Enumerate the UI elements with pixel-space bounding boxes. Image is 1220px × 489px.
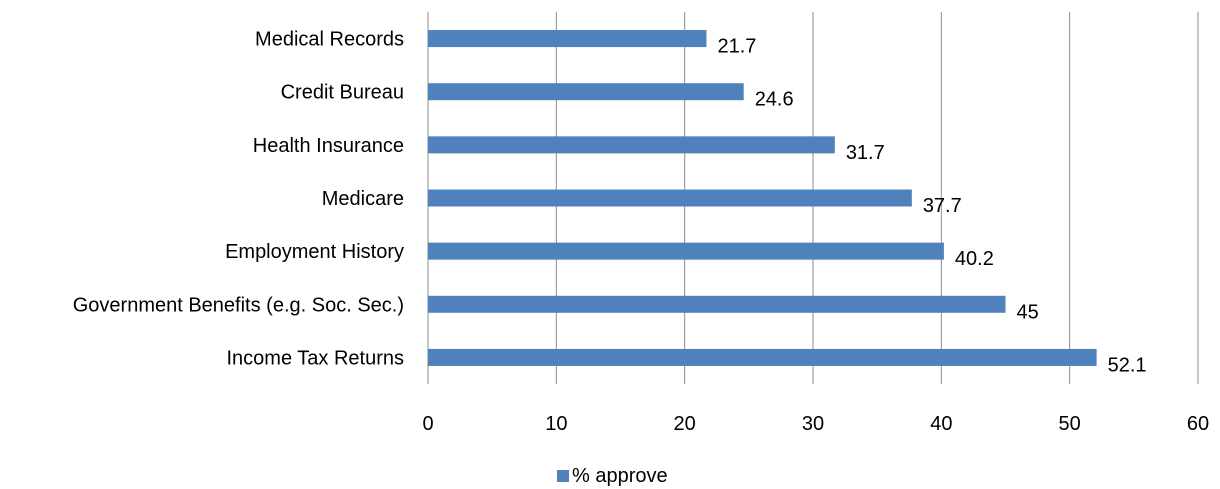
category-label: Medical Records [255, 29, 404, 51]
x-tick-label: 0 [422, 413, 433, 435]
legend-swatch [557, 470, 569, 482]
category-label: Income Tax Returns [227, 347, 405, 369]
data-label: 31.7 [846, 142, 885, 164]
x-tick-label: 20 [674, 413, 696, 435]
bar [428, 136, 835, 154]
bar [428, 83, 744, 101]
data-label: 24.6 [755, 89, 794, 111]
x-tick-labels: 0 10 20 30 40 50 60 [422, 413, 1209, 435]
bar [428, 30, 707, 48]
x-tick-label: 10 [545, 413, 567, 435]
category-labels: Medical Records Credit Bureau Health Insur… [73, 29, 404, 370]
bar [428, 189, 912, 207]
data-label: 40.2 [955, 248, 994, 270]
data-label: 21.7 [717, 36, 756, 58]
category-label: Health Insurance [253, 135, 404, 157]
bar [428, 295, 1006, 313]
legend: % approve [557, 465, 668, 487]
bar [428, 348, 1097, 366]
x-tick-label: 60 [1187, 413, 1209, 435]
category-label: Medicare [322, 188, 404, 210]
data-label: 45 [1017, 301, 1039, 323]
x-tick-label: 30 [802, 413, 824, 435]
data-labels: 21.7 24.6 31.7 37.7 40.2 45 52.1 [717, 36, 1146, 377]
data-label: 37.7 [923, 195, 962, 217]
category-label: Credit Bureau [281, 82, 404, 104]
bar [428, 242, 944, 260]
x-tick-label: 50 [1059, 413, 1081, 435]
legend-label: % approve [572, 465, 668, 487]
bars [428, 30, 1097, 366]
category-label: Employment History [225, 241, 404, 263]
x-tick-label: 40 [930, 413, 952, 435]
category-label: Government Benefits (e.g. Soc. Sec.) [73, 294, 404, 316]
data-label: 52.1 [1108, 354, 1147, 376]
